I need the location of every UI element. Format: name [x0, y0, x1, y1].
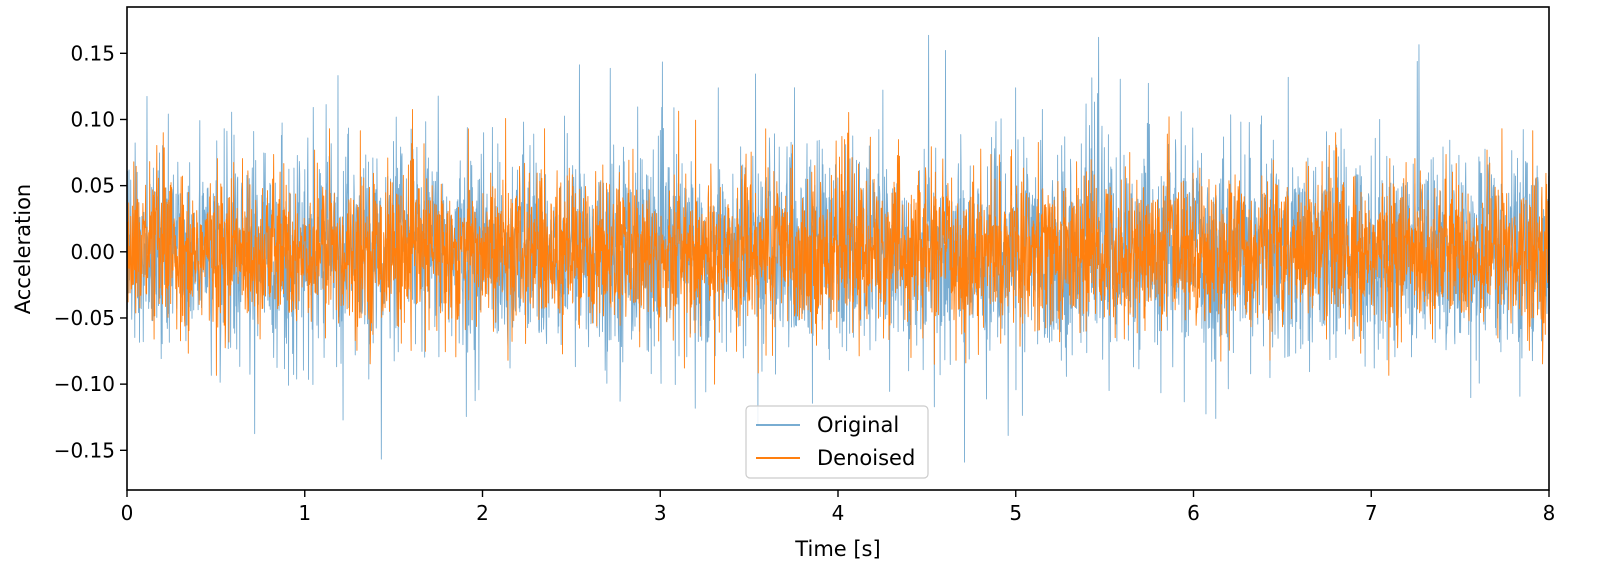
y-tick-label: 0.15 — [70, 41, 115, 65]
x-tick-label: 4 — [832, 501, 845, 525]
x-tick-label: 3 — [654, 501, 667, 525]
y-tick-label: 0.00 — [70, 240, 115, 264]
x-tick-label: 8 — [1543, 501, 1556, 525]
y-axis: −0.15 −0.10 −0.05 0.00 0.05 0.10 0.15 — [54, 41, 127, 462]
x-tick-label: 6 — [1187, 501, 1200, 525]
x-axis-label: Time [s] — [794, 537, 880, 561]
y-tick-label: −0.15 — [54, 438, 115, 462]
x-tick-label: 2 — [476, 501, 489, 525]
legend-label-denoised: Denoised — [817, 446, 915, 470]
legend: Original Denoised — [745, 405, 929, 479]
x-tick-label: 1 — [298, 501, 311, 525]
series-line-denoised — [127, 109, 1549, 385]
x-axis: 0 1 2 3 4 5 6 7 8 — [121, 490, 1556, 525]
y-tick-label: −0.05 — [54, 306, 115, 330]
series-layer — [127, 34, 1549, 463]
x-tick-label: 7 — [1365, 501, 1378, 525]
x-tick-label: 5 — [1009, 501, 1022, 525]
legend-label-original: Original — [817, 413, 899, 437]
y-axis-label: Acceleration — [11, 184, 35, 315]
y-tick-label: −0.10 — [54, 372, 115, 396]
y-tick-label: 0.10 — [70, 107, 115, 131]
x-tick-label: 0 — [121, 501, 134, 525]
y-tick-label: 0.05 — [70, 174, 115, 198]
